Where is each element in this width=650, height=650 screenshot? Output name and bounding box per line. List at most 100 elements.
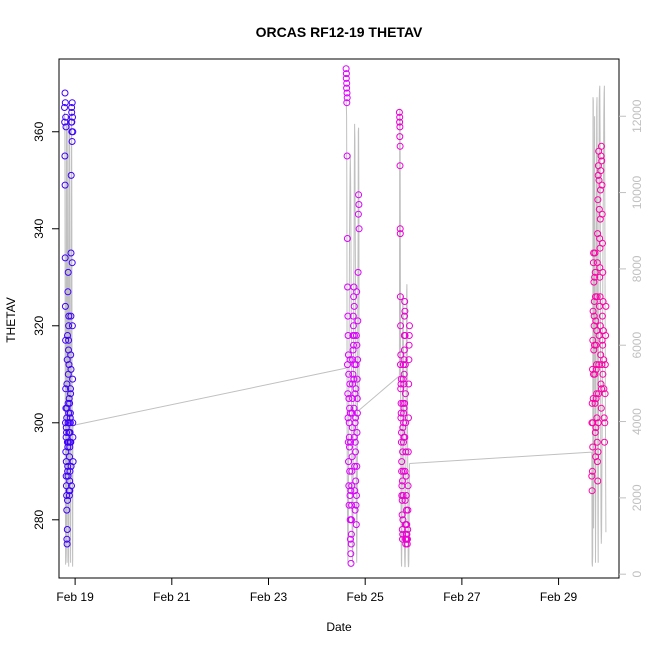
data-point: [588, 419, 596, 427]
data-point: [403, 535, 411, 543]
x-tick-label: Feb 25: [347, 590, 385, 604]
data-point: [350, 433, 358, 441]
data-point: [65, 429, 73, 436]
data-point: [65, 322, 73, 330]
data-point: [351, 506, 359, 514]
transit-line: [358, 375, 400, 411]
data-point: [599, 341, 607, 349]
data-point: [402, 472, 410, 480]
data-point: [399, 361, 407, 369]
data-point: [600, 414, 608, 422]
data-point: [63, 380, 71, 388]
data-point: [601, 438, 608, 446]
data-point: [401, 361, 409, 369]
data-point: [398, 511, 406, 519]
left-axis: 280 300 320 340 360: [32, 121, 59, 530]
data-point: [354, 268, 362, 276]
data-point: [68, 482, 75, 490]
data-point: [350, 293, 358, 301]
data-point: [588, 487, 596, 495]
data-point: [589, 336, 597, 344]
data-point: [591, 429, 599, 436]
data-point: [602, 302, 610, 310]
data-point: [591, 399, 599, 407]
data-point: [598, 361, 606, 369]
data-point: [69, 128, 77, 136]
data-point: [65, 312, 73, 320]
data-point: [589, 443, 597, 451]
data-point: [63, 540, 71, 548]
data-point: [594, 162, 602, 170]
data-point: [591, 268, 599, 276]
data-point: [402, 521, 410, 529]
y-tick-label: 320: [32, 315, 46, 335]
data-point: [351, 438, 359, 446]
data-point: [405, 380, 413, 388]
data-point: [405, 414, 412, 422]
y-axis-label: THETAV: [4, 297, 18, 343]
data-point: [353, 288, 361, 296]
thetav-series: [61, 65, 610, 567]
data-point: [396, 293, 404, 301]
data-point: [601, 361, 609, 369]
data-point: [349, 322, 357, 330]
data-point: [593, 458, 601, 466]
data-point: [352, 501, 360, 509]
data-point: [63, 506, 71, 514]
data-point: [61, 181, 69, 189]
data-point: [402, 492, 410, 499]
data-point: [406, 322, 413, 330]
data-point: [66, 409, 74, 417]
data-point: [595, 205, 603, 213]
data-point: [400, 346, 408, 354]
data-point: [597, 186, 604, 194]
data-point: [353, 409, 361, 417]
data-point: [588, 472, 596, 480]
data-point: [347, 535, 354, 543]
data-point: [62, 448, 70, 456]
data-point: [396, 142, 404, 150]
data-point: [593, 327, 601, 335]
data-point: [599, 370, 607, 378]
data-point: [64, 288, 72, 296]
data-point: [353, 492, 360, 499]
data-point: [401, 312, 408, 320]
data-point: [61, 254, 69, 262]
data-point: [400, 370, 408, 378]
data-point: [588, 467, 596, 475]
data-point: [602, 332, 610, 339]
data-point: [346, 443, 353, 451]
data-point: [346, 356, 354, 364]
data-point: [61, 152, 69, 160]
x-axis-label: Date: [326, 620, 352, 634]
data-point: [348, 453, 356, 461]
data-point: [402, 540, 410, 548]
data-point: [598, 385, 605, 393]
data-point: [593, 390, 601, 398]
data-point: [65, 395, 73, 402]
data-point: [63, 429, 70, 436]
data-point: [597, 380, 605, 388]
data-point: [396, 118, 404, 126]
data-point: [352, 477, 360, 485]
data-point: [352, 521, 360, 529]
data-point: [65, 492, 73, 499]
data-point: [67, 385, 74, 393]
y-tick-label: 340: [32, 218, 46, 238]
right-tick-label: 8000: [630, 255, 644, 282]
data-point: [69, 113, 76, 121]
data-point: [398, 526, 406, 533]
data-point: [347, 516, 355, 524]
data-point: [66, 414, 74, 422]
x-tick-label: Feb 23: [250, 590, 288, 604]
data-point: [395, 108, 403, 116]
data-point: [399, 424, 407, 432]
data-point: [597, 351, 605, 359]
data-point: [404, 506, 412, 514]
data-point: [401, 307, 409, 315]
data-point: [397, 385, 405, 393]
data-point: [66, 399, 74, 407]
data-point: [400, 438, 407, 446]
data-point: [396, 162, 404, 170]
